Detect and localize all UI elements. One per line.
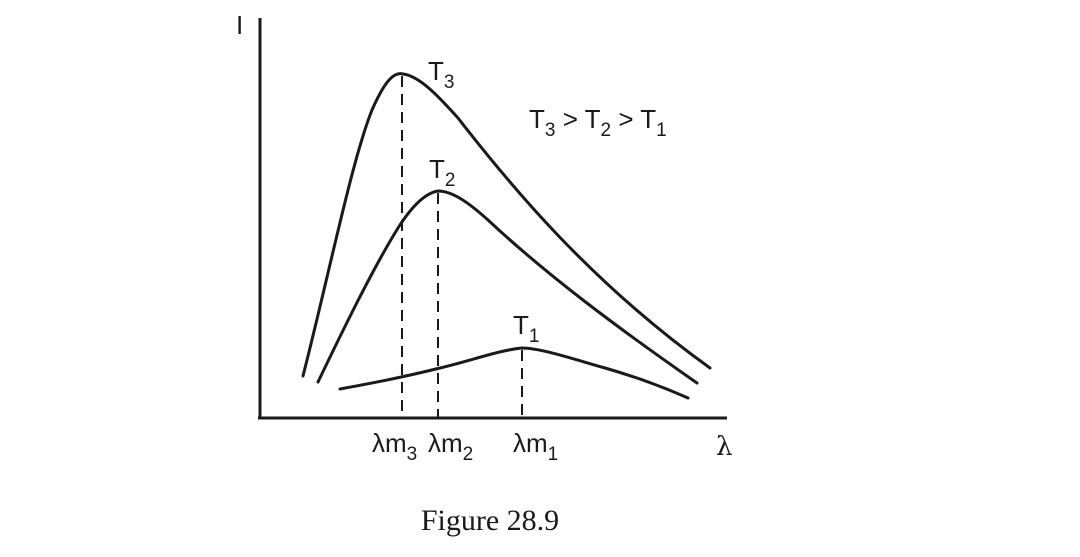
x-axis-label: λ bbox=[716, 432, 732, 462]
peak-label-lambda-m1: λm1 bbox=[513, 428, 558, 465]
temperature-relation: T3 > T2 > T1 bbox=[529, 104, 667, 141]
curve-t1 bbox=[338, 346, 690, 400]
curve-label-t3: T3 bbox=[428, 56, 454, 93]
curve-label-t1: T1 bbox=[513, 310, 539, 347]
peak-label-lambda-m2: λm2 bbox=[428, 428, 473, 465]
curve-t2 bbox=[316, 189, 699, 385]
peak-label-lambda-m3: λm3 bbox=[372, 428, 417, 465]
curve-label-t2: T2 bbox=[429, 154, 455, 191]
y-axis-label: I bbox=[236, 10, 243, 40]
figure-caption: Figure 28.9 bbox=[421, 504, 559, 537]
curve-t3 bbox=[301, 72, 712, 378]
